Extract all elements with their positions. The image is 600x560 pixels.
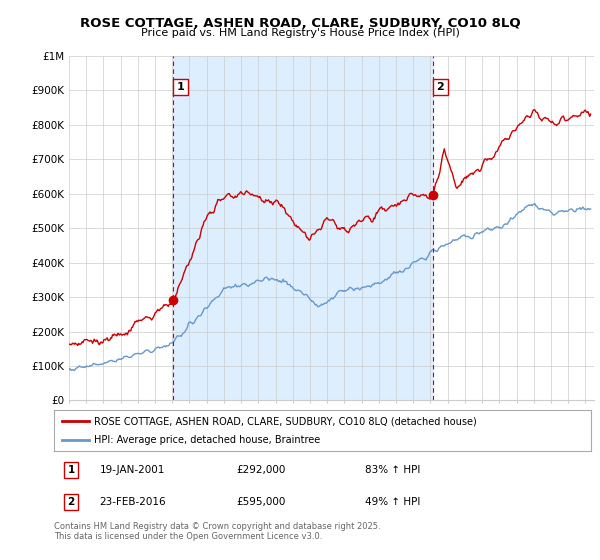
Text: Contains HM Land Registry data © Crown copyright and database right 2025.
This d: Contains HM Land Registry data © Crown c… — [54, 522, 380, 542]
Text: 2: 2 — [68, 497, 75, 507]
Text: 49% ↑ HPI: 49% ↑ HPI — [365, 497, 421, 507]
Text: 23-FEB-2016: 23-FEB-2016 — [100, 497, 166, 507]
Text: Price paid vs. HM Land Registry's House Price Index (HPI): Price paid vs. HM Land Registry's House … — [140, 28, 460, 38]
Text: £595,000: £595,000 — [236, 497, 286, 507]
Bar — [173, 56, 433, 400]
Text: 1: 1 — [176, 82, 184, 92]
Text: 1: 1 — [68, 465, 75, 475]
Text: £292,000: £292,000 — [236, 465, 286, 475]
Text: 2: 2 — [437, 82, 444, 92]
Text: 83% ↑ HPI: 83% ↑ HPI — [365, 465, 421, 475]
Text: ROSE COTTAGE, ASHEN ROAD, CLARE, SUDBURY, CO10 8LQ (detached house): ROSE COTTAGE, ASHEN ROAD, CLARE, SUDBURY… — [94, 417, 477, 426]
Text: 19-JAN-2001: 19-JAN-2001 — [100, 465, 165, 475]
Text: HPI: Average price, detached house, Braintree: HPI: Average price, detached house, Brai… — [94, 435, 320, 445]
Text: ROSE COTTAGE, ASHEN ROAD, CLARE, SUDBURY, CO10 8LQ: ROSE COTTAGE, ASHEN ROAD, CLARE, SUDBURY… — [80, 17, 520, 30]
